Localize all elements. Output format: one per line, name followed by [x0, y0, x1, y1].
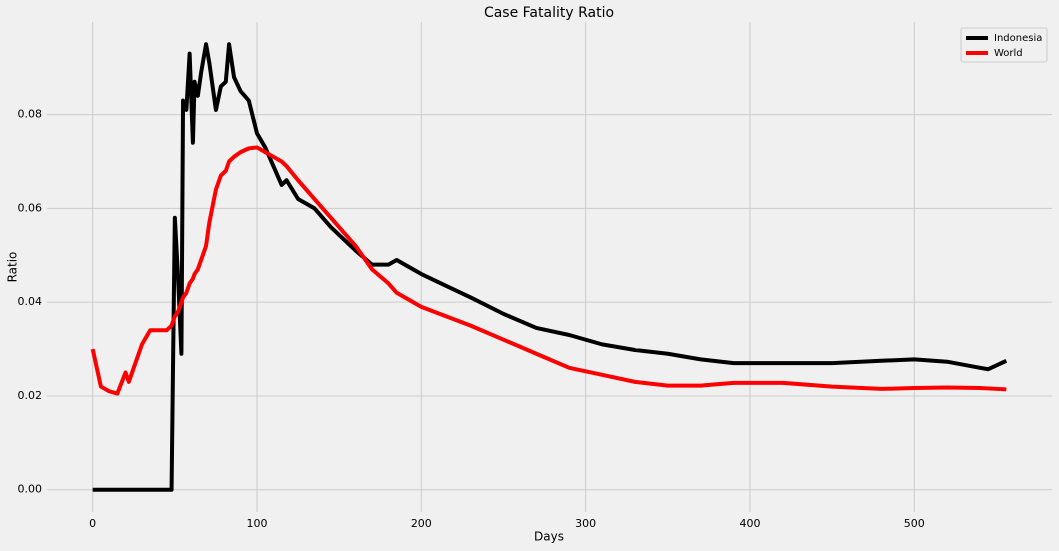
labels: 0 100 200 300 400 500 0.00 0.02 0.04 0.06 0.08	[18, 108, 925, 530]
x-tick-label: 100	[247, 517, 268, 530]
legend: Indonesia World	[960, 27, 1048, 63]
y-tick-label: 0.04	[18, 295, 43, 308]
x-tick-label: 500	[904, 517, 925, 530]
x-tick-label: 300	[575, 517, 596, 530]
x-tick-label: 200	[411, 517, 432, 530]
legend-label: World	[994, 48, 1023, 59]
line-series	[92, 42, 1008, 492]
y-tick-label: 0.02	[18, 389, 43, 402]
y-tick-label: 0.00	[18, 483, 43, 496]
legend-label: Indonesia	[994, 33, 1042, 44]
chart-title: Case Fatality Ratio	[484, 5, 614, 21]
grid	[47, 22, 1052, 512]
x-axis-label: Days	[534, 530, 564, 544]
y-axis-label: Ratio	[6, 252, 20, 283]
y-tick-label: 0.08	[18, 108, 43, 121]
lines	[90, 42, 1008, 492]
line-series	[90, 145, 1007, 396]
x-tick-label: 400	[739, 517, 760, 530]
y-tick-label: 0.06	[18, 201, 43, 214]
x-tick-label: 0	[89, 517, 96, 530]
